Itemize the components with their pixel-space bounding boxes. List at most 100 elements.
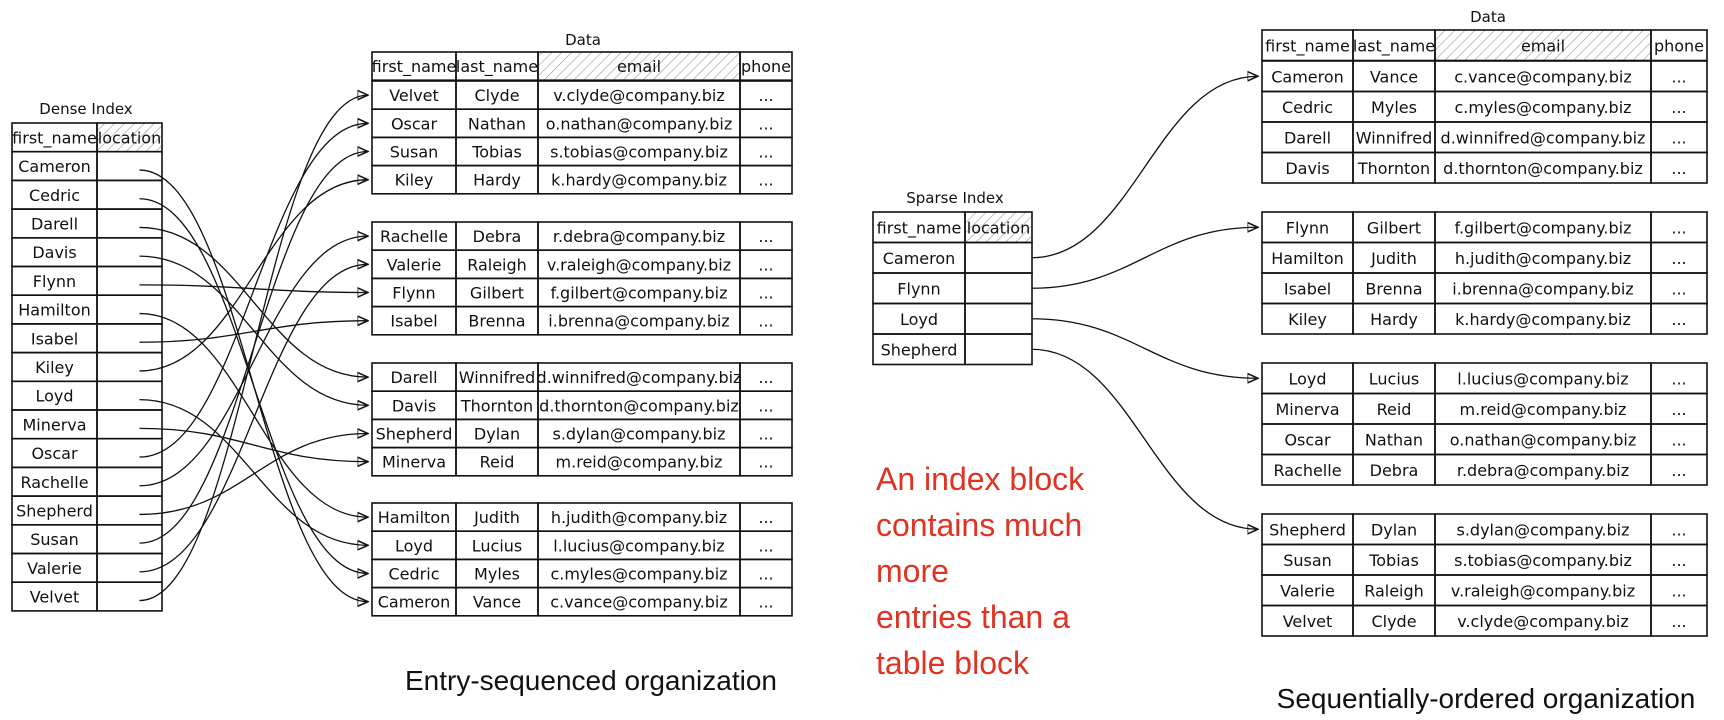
pointer-arrow [139,236,369,487]
right-caption: Sequentially-ordered organization [1277,683,1696,714]
data-row: Isabel Brenna i.brenna@company.biz... [371,305,793,336]
cell-email: d.winnifred@company.biz [537,368,742,387]
cell-last-name: Debra [1370,461,1419,480]
cell-phone: ... [758,143,773,162]
cell-first-name: Cameron [378,593,451,612]
data-header-last-name: last_name [1353,36,1435,56]
cell-phone-box [1650,604,1708,637]
cell-first-name: Isabel [390,312,437,331]
index-location-pointer [96,552,163,584]
data-header-phone-box [739,51,793,82]
pointer-arrow [139,226,369,377]
data-row: Davis Thornton d.thornton@company.biz... [371,390,793,421]
cell-phone: ... [758,368,773,387]
data-row: Shepherd Dylan s.dylan@company.biz... [371,418,793,449]
cell-phone: ... [758,86,773,105]
cell-last-name: Vance [1370,67,1418,86]
data-row: Isabel Brenna i.brenna@company.biz... [1261,272,1708,305]
pointer-arrow [139,434,369,516]
cell-first-name: Hamilton [378,508,451,527]
left-caption: Entry-sequenced organization [405,665,777,696]
cell-last-name: Myles [474,565,520,584]
cell-email: r.debra@company.biz [1457,461,1629,480]
cell-email: d.winnifred@company.biz [1441,128,1646,147]
note-line: table block [876,645,1030,681]
index-key: Cedric [29,186,80,205]
cell-phone-box [1650,453,1708,486]
data-row: Loyd Lucius l.lucius@company.biz... [371,530,793,561]
cell-last-name: Raleigh [1364,581,1424,600]
cell-first-name: Valerie [1280,581,1335,600]
cell-last-name: Gilbert [1367,218,1421,237]
index-key: Hamilton [18,301,91,320]
data-row: Rachelle Debra r.debra@company.biz... [371,221,793,252]
data-row: Flynn Gilbert f.gilbert@company.biz... [371,277,793,308]
pointer-arrow [139,399,369,546]
cell-email: c.vance@company.biz [550,593,727,612]
data-block: Shepherd Dylan s.dylan@company.biz ...Susan… [1261,513,1708,637]
cell-first-name: Oscar [1284,430,1331,449]
cell-phone: ... [1671,551,1686,570]
cell-last-name: Reid [480,453,515,472]
dense-index-title: Dense Index [39,100,133,118]
cell-phone: ... [1671,581,1686,600]
cell-email: d.thornton@company.biz [1443,159,1643,178]
pointer-arrow [139,198,369,574]
data-row: Darell Winnifred d.winnifred@company.biz..… [371,362,793,393]
data-row: Minerva Reid m.reid@company.biz... [371,446,793,477]
data-header-phone: phone [741,57,791,76]
cell-phone: ... [758,536,773,555]
data-row: Cedric Myles c.myles@company.biz... [1261,90,1708,123]
cell-phone: ... [758,284,773,303]
index-header-first-name: first_name [877,218,962,238]
pointer-arrow [139,255,369,405]
right-data-title: Data [1470,8,1506,26]
cell-email: f.gilbert@company.biz [1455,218,1632,237]
index-key: Valerie [27,559,82,578]
cell-first-name: Hamilton [1271,249,1344,268]
data-row: Flynn Gilbert f.gilbert@company.biz... [1261,211,1708,244]
index-key: Shepherd [881,340,958,359]
cell-email: m.reid@company.biz [556,453,723,472]
cell-first-name: Cameron [1271,67,1344,86]
index-key: Isabel [31,329,78,348]
cell-email: l.lucius@company.biz [1457,369,1628,388]
index-location-pointer [96,523,163,555]
cell-last-name: Judith [473,508,520,527]
cell-first-name: Rachelle [1273,461,1341,480]
cell-last-name: Tobias [1368,551,1419,570]
cell-email: c.myles@company.biz [550,565,727,584]
index-key: Oscar [31,444,78,463]
cell-first-name: Kiley [1288,310,1327,329]
cell-first-name: Isabel [1284,279,1331,298]
cell-last-name: Lucius [1369,369,1420,388]
note-text: An index block contains much more entrie… [876,461,1085,681]
data-block: Cameron Vance c.vance@company.biz ...Cedric… [1261,60,1708,184]
sparse-index-pointers [1031,76,1259,529]
data-row: Cameron Vance c.vance@company.biz... [1261,60,1708,93]
index-key: Loyd [900,310,938,329]
cell-first-name: Cedric [1282,98,1333,117]
index-key: Davis [32,243,76,262]
index-location-pointer [964,302,1033,335]
pointer-arrow [139,321,369,343]
cell-email: v.clyde@company.biz [553,86,725,105]
sparse-index-table: first_name location Cameron Flynn Loyd Shephe… [872,211,1033,366]
index-location-pointer [964,333,1033,366]
cell-phone: ... [758,312,773,331]
data-header-first-name: first_name [1265,36,1350,56]
index-key: Loyd [35,387,73,406]
cell-last-name: Judith [1370,249,1417,268]
cell-first-name: Shepherd [376,425,453,444]
cell-email: k.hardy@company.biz [1455,310,1631,329]
cell-phone: ... [1671,430,1686,449]
data-row: Velvet Clyde v.clyde@company.biz... [1261,604,1708,637]
index-location-pointer [96,150,163,182]
index-location-pointer [96,437,163,469]
cell-email: c.myles@company.biz [1454,98,1631,117]
cell-first-name: Rachelle [380,227,448,246]
cell-first-name: Flynn [392,284,435,303]
data-block: Hamilton Judith h.judith@company.biz ...Loy… [371,502,793,617]
data-header-last-name: last_name [456,57,538,77]
data-row: Minerva Reid m.reid@company.biz... [1261,392,1708,425]
